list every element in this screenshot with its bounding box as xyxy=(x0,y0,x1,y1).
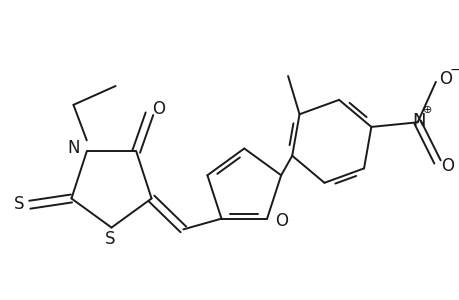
Text: O: O xyxy=(151,100,164,118)
Text: O: O xyxy=(438,70,451,88)
Text: S: S xyxy=(13,195,24,213)
Text: ⊕: ⊕ xyxy=(422,105,431,115)
Text: O: O xyxy=(440,158,453,175)
Text: −: − xyxy=(449,63,459,77)
Text: S: S xyxy=(105,230,115,248)
Text: N: N xyxy=(67,139,79,157)
Text: O: O xyxy=(274,212,287,230)
Text: N: N xyxy=(411,112,425,130)
